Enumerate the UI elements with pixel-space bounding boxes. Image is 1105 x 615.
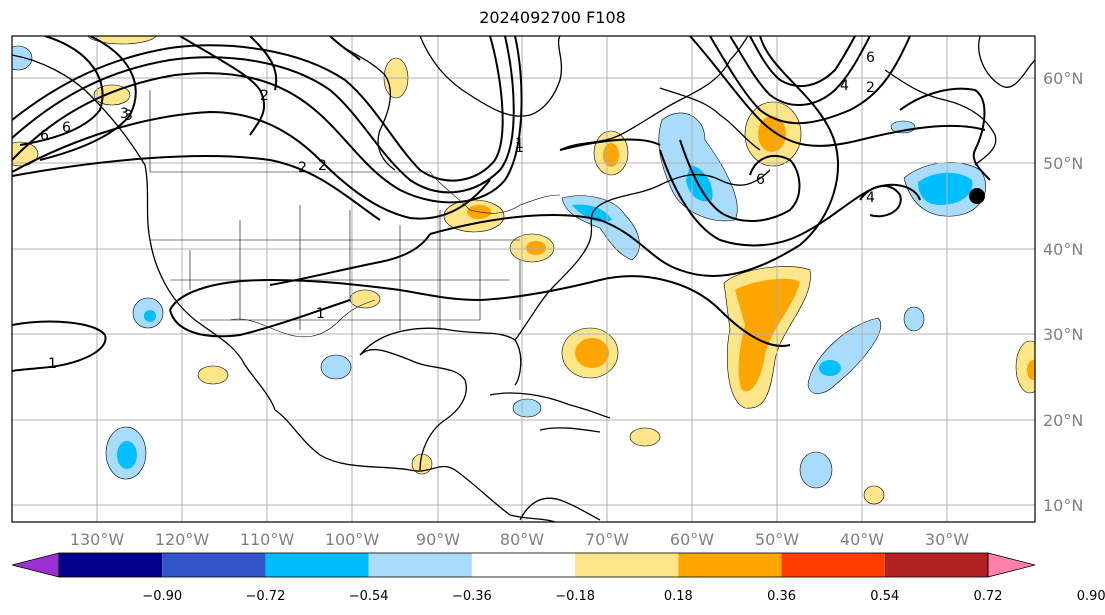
latitude-label: 50°N: [1043, 154, 1083, 173]
gridlines: [12, 36, 1035, 522]
colorbar-tick-label: −0.36: [452, 589, 492, 604]
longitude-label: 100°W: [325, 530, 380, 549]
contour-label: 3: [124, 108, 133, 124]
colorbar-tick-label: 0.90: [1077, 589, 1105, 604]
longitude-tick-labels: 130°W 120°W 110°W 100°W 90°W 80°W 70°W 60°W 50°W…: [70, 530, 969, 549]
longitude-label: 110°W: [240, 530, 295, 549]
colorbar-tick-label: 0.54: [870, 589, 899, 604]
colorbar-segment: [162, 553, 266, 577]
colorbar: [11, 552, 1036, 578]
contour-label: 3: [120, 106, 129, 122]
contour-label: 1: [515, 140, 524, 156]
contour-label: 4: [866, 190, 875, 206]
longitude-label: 60°W: [670, 530, 714, 549]
contour-label: 6: [40, 128, 49, 144]
latitude-label: 20°N: [1043, 411, 1083, 430]
latitude-tick-labels: 60°N 50°N 40°N 30°N 20°N 10°N: [1043, 69, 1083, 515]
contour-label: 4: [840, 78, 849, 94]
colorbar-segment: [678, 553, 782, 577]
negative-anomalies: [12, 45, 987, 489]
map-frame: [11, 35, 1036, 523]
longitude-label: 70°W: [585, 530, 629, 549]
colorbar-segment: [368, 553, 472, 577]
longitude-label: 80°W: [500, 530, 544, 549]
colorbar-segment: [575, 553, 679, 577]
colorbar-segment: [884, 553, 988, 577]
political-borders: [149, 90, 561, 338]
latitude-label: 40°N: [1043, 240, 1083, 259]
contour-label: 2: [298, 160, 307, 176]
longitude-label: 120°W: [155, 530, 210, 549]
contour-label: 1: [515, 136, 524, 152]
colorbar-tick-label: 0.18: [664, 589, 693, 604]
contour-label: 1: [316, 306, 325, 322]
longitude-label: 130°W: [70, 530, 125, 549]
map-title: 2024092700 F108: [479, 8, 626, 27]
anomaly-shading: [12, 36, 1035, 505]
colorbar-tick-label: −0.18: [555, 589, 595, 604]
colorbar-high-extend: [987, 552, 1036, 578]
longitude-label: 90°W: [416, 530, 460, 549]
coastlines: [12, 36, 1035, 522]
contour-label: 6: [62, 120, 71, 136]
contour-label: 2: [318, 158, 327, 174]
positive-anomalies: [12, 36, 1035, 505]
contour-label: 2: [260, 88, 269, 104]
latitude-label: 60°N: [1043, 69, 1083, 88]
contour-label: 2: [866, 80, 875, 96]
location-marker: [969, 188, 985, 204]
colorbar-tick-labels: −0.90 −0.72 −0.54 −0.36 −0.18 0.18 0.36 0.54 0.7…: [142, 589, 1105, 604]
colorbar-tick-label: −0.54: [349, 589, 389, 604]
colorbar-tick-label: −0.90: [142, 589, 182, 604]
height-contours: [12, 36, 991, 373]
colorbar-segment: [265, 553, 369, 577]
latitude-label: 30°N: [1043, 325, 1083, 344]
longitude-label: 30°W: [925, 530, 969, 549]
contour-label: 1: [48, 356, 57, 372]
longitude-label: 40°W: [840, 530, 884, 549]
colorbar-tick-label: −0.72: [246, 589, 286, 604]
contour-labels: 6 6 3 2 2 1 1 1 4 6 2 6 4 1 2 3: [40, 50, 875, 372]
colorbar-tick-label: 0.36: [767, 589, 796, 604]
colorbar-tick-label: 0.72: [974, 589, 1003, 604]
contour-label: 6: [866, 50, 875, 66]
latitude-label: 10°N: [1043, 496, 1083, 515]
colorbar-frame: [58, 552, 989, 578]
colorbar-segment: [781, 553, 885, 577]
longitude-label: 50°W: [755, 530, 799, 549]
colorbar-low-extend: [11, 552, 60, 578]
colorbar-segment: [59, 553, 163, 577]
contour-label: 6: [756, 172, 765, 188]
colorbar-segment: [471, 553, 576, 577]
